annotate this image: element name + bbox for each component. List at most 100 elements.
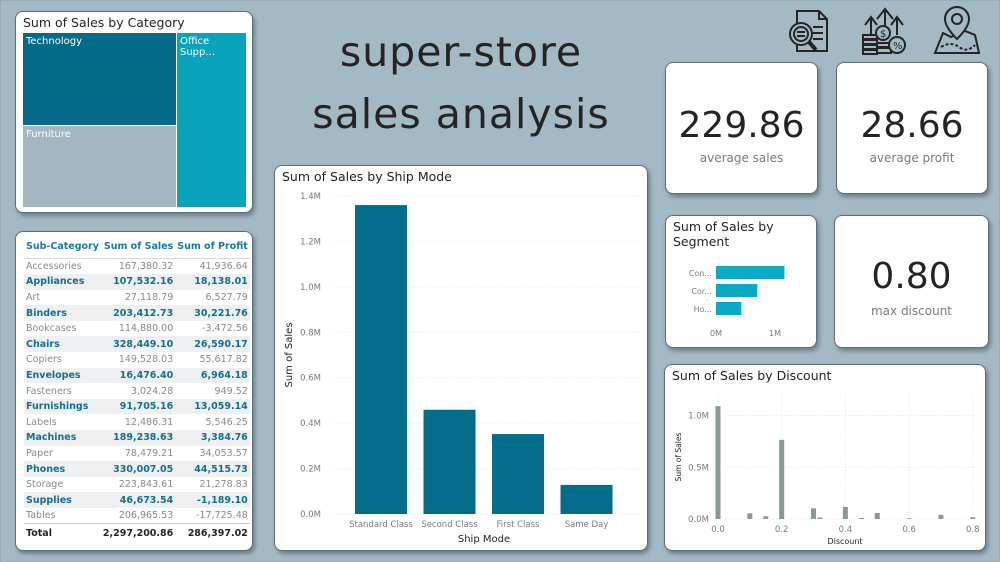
ship-chart-plot[interactable]: 0.0M 0.2M 0.4M 0.6M 0.8M 1.0M 1.2M 1.4M Standard… (275, 166, 649, 552)
treemap-cell-office-supplies[interactable]: Office Supp... (177, 33, 246, 207)
sales-cell: 27,118.79 (124, 291, 174, 303)
table-row[interactable]: Supplies 46,673.54 -1,189.10 (24, 492, 250, 508)
discount-bar[interactable] (906, 518, 912, 519)
x-tick-label: First Class (497, 520, 541, 530)
treemap-title: Sum of Sales by Category (23, 15, 185, 30)
x-axis-title: Ship Mode (458, 534, 510, 545)
kpi-label-max-discount: max discount (870, 304, 953, 318)
svg-text:%: % (893, 41, 903, 52)
table-row[interactable]: Machines 189,238.63 3,384.76 (24, 430, 250, 446)
x-tick-label: 0.0 (711, 525, 725, 535)
sales-cell: 330,007.05 (100, 461, 176, 477)
discount-bar[interactable] (842, 506, 848, 519)
x-tick-label: Second Class (421, 520, 478, 530)
discount-bar[interactable] (779, 439, 785, 519)
discount-chart-plot[interactable]: 0.0M 0.5M 1.0M 0.0 0.2 0.4 0.6 0.8 Discount Sum o… (665, 365, 987, 552)
x-tick-label: 0.2 (775, 525, 789, 535)
segment-bar[interactable] (716, 266, 785, 279)
discount-bar[interactable] (811, 508, 817, 519)
column-header-sales[interactable]: Sum of Sales (100, 238, 176, 259)
total-sales: 2,297,200.86 (100, 523, 176, 541)
kpi-card-average-sales[interactable]: 229.86 average sales (665, 62, 818, 194)
y-tick-label: 0.5M (688, 463, 709, 473)
subcategory-cell: Storage (26, 479, 64, 491)
discount-bar[interactable] (938, 514, 944, 519)
page-title: super-store sales analysis (286, 21, 636, 145)
table-row[interactable]: Labels 12,486.31 5,546.25 (24, 414, 250, 430)
x-tick-label: 1M (769, 329, 781, 338)
bar-same-day[interactable] (560, 484, 613, 514)
chart-sales-by-ship-mode[interactable]: Sum of Sales by Ship Mode 0.0M 0.2M 0.4M 0.… (274, 165, 648, 551)
chart-sales-by-discount[interactable]: Sum of Sales by Discount 0.0M 0.5M 1.0M 0.0… (664, 364, 986, 551)
segment-label: Con... (689, 269, 712, 278)
chart-sales-by-segment[interactable]: Sum of Sales by Segment Con... Cor... Ho..… (665, 215, 817, 348)
bar-standard-class[interactable] (355, 205, 407, 515)
discount-bar[interactable] (858, 517, 864, 519)
table-row[interactable]: Phones 330,007.05 44,515.73 (24, 461, 250, 477)
y-tick-label: 0.8M (300, 328, 321, 338)
table-row[interactable]: Tables 206,965.53 -17,725.48 (24, 508, 250, 524)
table-row[interactable]: Bookcases 114,880.00 -3,472.56 (24, 321, 250, 337)
y-axis-title: Sum of Sales (284, 322, 295, 387)
y-axis-title: Sum of Sales (674, 433, 683, 482)
sales-cell: 189,238.63 (100, 430, 176, 446)
table-row[interactable]: Accessories 167,380.32 41,936.64 (24, 259, 250, 275)
page-title-line2: sales analysis (312, 90, 610, 138)
subcategory-cell: Binders (24, 305, 101, 321)
treemap-sales-by-category[interactable]: Sum of Sales by Category Technology Furn… (15, 11, 253, 213)
discount-bar[interactable] (715, 406, 721, 519)
subcategory-cell: Chairs (24, 336, 101, 353)
x-tick-label: Same Day (565, 520, 609, 530)
subcategory-cell: Appliances (24, 274, 101, 290)
discount-bar[interactable] (874, 512, 880, 519)
bar-second-class[interactable] (423, 409, 476, 514)
finance-growth-icon: $ % (862, 7, 906, 55)
table-row[interactable]: Furnishings 91,705.16 13,059.14 (24, 398, 250, 415)
table-row[interactable]: Envelopes 16,476.40 6,964.18 (24, 367, 250, 384)
segment-bar[interactable] (716, 302, 742, 315)
kpi-card-average-profit[interactable]: 28.66 average profit (836, 62, 988, 194)
x-tick-label: 0.8 (966, 525, 980, 535)
sales-cell: 149,528.03 (118, 354, 174, 366)
segment-chart-plot[interactable]: Con... Cor... Ho... 0M 1M (666, 216, 818, 349)
kpi-value-average-sales: 229.86 (678, 105, 805, 146)
sales-cell: 3,024.28 (130, 385, 174, 397)
treemap-label-technology: Technology (26, 36, 83, 47)
treemap-cell-technology[interactable]: Technology (23, 33, 176, 125)
table-row[interactable]: Appliances 107,532.16 18,138.01 (24, 274, 250, 290)
discount-bar[interactable] (817, 517, 823, 519)
discount-bar[interactable] (763, 516, 769, 519)
sales-cell: 78,479.21 (124, 447, 174, 459)
subcategory-cell: Furnishings (24, 398, 101, 415)
table-row[interactable]: Art 27,118.79 6,527.79 (24, 290, 250, 306)
subcategory-cell: Phones (24, 461, 101, 477)
treemap-cell-furniture[interactable]: Furniture (23, 126, 176, 207)
discount-bar[interactable] (970, 517, 976, 519)
profit-cell: 41,936.64 (199, 261, 248, 273)
ship-chart-title: Sum of Sales by Ship Mode (282, 169, 452, 184)
profit-cell: 6,964.18 (175, 367, 250, 384)
column-header-subcategory[interactable]: Sub-Category (24, 238, 101, 259)
table-row[interactable]: Binders 203,412.73 30,221.76 (24, 305, 250, 321)
subcategory-cell: Paper (26, 447, 53, 459)
map-pin-icon (933, 6, 981, 54)
discount-bar[interactable] (747, 513, 753, 519)
x-tick-label: 0M (710, 329, 722, 338)
column-header-profit[interactable]: Sum of Profit (175, 238, 250, 259)
profit-cell: -17,725.48 (196, 510, 248, 522)
table-row[interactable]: Fasteners 3,024.28 949.52 (24, 383, 250, 399)
kpi-card-max-discount[interactable]: 0.80 max discount (834, 215, 989, 348)
segment-bar[interactable] (716, 284, 758, 297)
treemap-label-furniture: Furniture (26, 129, 71, 140)
bar-first-class[interactable] (492, 434, 544, 514)
segment-label: Ho... (694, 305, 712, 314)
sales-cell: 91,705.16 (100, 398, 176, 415)
table-row[interactable]: Paper 78,479.21 34,053.57 (24, 446, 250, 462)
table-row[interactable]: Chairs 328,449.10 26,590.17 (24, 336, 250, 353)
table-row[interactable]: Storage 223,843.61 21,278.83 (24, 477, 250, 493)
subcategory-cell: Art (26, 291, 41, 303)
y-tick-label: 0.4M (300, 419, 321, 429)
x-tick-label: Standard Class (349, 520, 413, 530)
table-row[interactable]: Copiers 149,528.03 55,617.82 (24, 352, 250, 368)
x-axis-title: Discount (827, 537, 862, 546)
